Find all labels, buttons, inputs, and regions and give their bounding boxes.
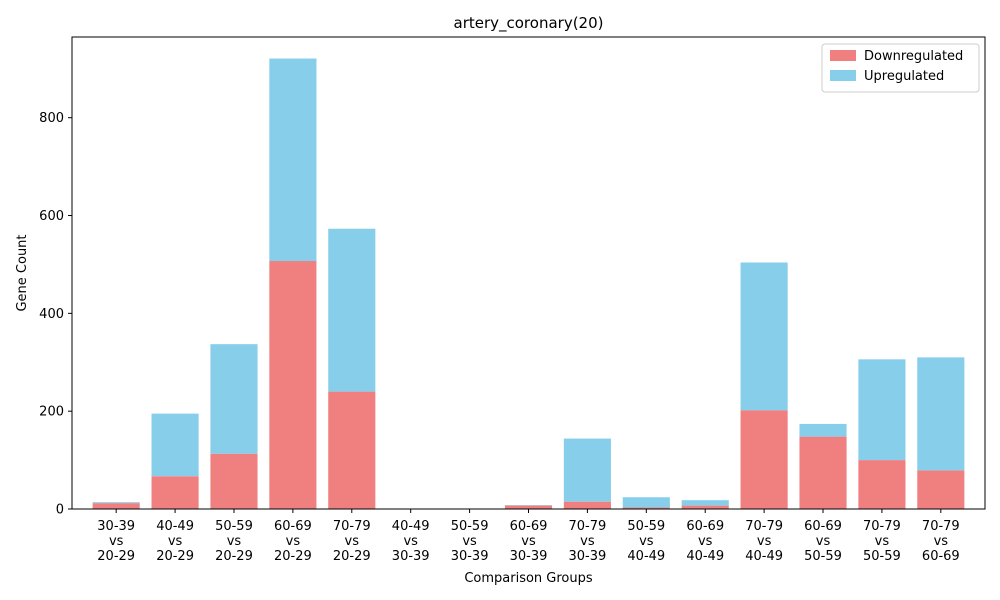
x-tick-label: 50-59 vs 20-29 bbox=[215, 519, 253, 564]
legend-swatch-up bbox=[830, 70, 856, 81]
x-tick-label: 70-79 vs 60-69 bbox=[922, 519, 960, 564]
x-tick-label: 70-79 vs 50-59 bbox=[863, 519, 901, 564]
bar-down-7 bbox=[504, 505, 553, 509]
x-tick-label: 60-69 vs 40-49 bbox=[686, 519, 724, 564]
legend-box bbox=[821, 43, 980, 93]
bar-down-2 bbox=[210, 453, 258, 509]
bar-down-1 bbox=[151, 476, 199, 509]
x-tick-label: 70-79 vs 20-29 bbox=[333, 519, 371, 564]
y-axis-label: Gene Count bbox=[15, 234, 30, 311]
bar-up-0 bbox=[92, 502, 140, 504]
bar-down-8 bbox=[563, 501, 611, 509]
bar-up-3 bbox=[269, 58, 317, 262]
y-tick-label: 600 bbox=[39, 209, 64, 224]
bar-down-4 bbox=[328, 391, 376, 509]
x-axis-ticks: 30-39 vs 20-29 40-49 vs 20-29 50-59 vs 20-29 60-6… bbox=[97, 509, 960, 564]
x-tick-label: 70-79 vs 40-49 bbox=[745, 519, 783, 564]
bars-group bbox=[92, 58, 965, 509]
bar-up-14 bbox=[917, 357, 965, 471]
bar-down-13 bbox=[858, 460, 906, 509]
bar-up-12 bbox=[799, 423, 847, 437]
x-tick-label: 60-69 vs 30-39 bbox=[510, 519, 548, 564]
legend-label-up: Upregulated bbox=[864, 69, 944, 84]
bar-down-0 bbox=[92, 503, 140, 509]
legend-swatch-down bbox=[830, 50, 856, 61]
x-tick-label: 50-59 vs 40-49 bbox=[627, 519, 665, 564]
bar-down-10 bbox=[681, 505, 729, 509]
bar-down-14 bbox=[917, 470, 965, 509]
bar-up-8 bbox=[563, 438, 611, 502]
x-axis-label: Comparison Groups bbox=[464, 571, 593, 586]
x-tick-label: 40-49 vs 20-29 bbox=[156, 519, 194, 564]
bar-up-2 bbox=[210, 344, 258, 454]
bar-down-9 bbox=[622, 507, 670, 509]
bar-up-1 bbox=[151, 413, 199, 477]
x-tick-label: 40-49 vs 30-39 bbox=[392, 519, 430, 564]
bar-up-9 bbox=[622, 497, 670, 508]
bar-up-11 bbox=[740, 262, 788, 411]
bar-down-3 bbox=[269, 261, 317, 509]
y-tick-label: 800 bbox=[39, 111, 64, 126]
y-tick-label: 0 bbox=[56, 503, 64, 518]
chart-title: artery_coronary(20) bbox=[454, 14, 604, 33]
bar-down-12 bbox=[799, 436, 847, 509]
x-tick-label: 70-79 vs 30-39 bbox=[569, 519, 607, 564]
bar-up-4 bbox=[328, 228, 376, 392]
x-tick-label: 50-59 vs 30-39 bbox=[451, 519, 489, 564]
legend-label-down: Downregulated bbox=[864, 49, 963, 64]
y-tick-label: 400 bbox=[39, 307, 64, 322]
y-tick-label: 200 bbox=[39, 405, 64, 420]
legend: Downregulated Upregulated bbox=[821, 43, 980, 93]
x-tick-label: 60-69 vs 20-29 bbox=[274, 519, 312, 564]
x-tick-label: 60-69 vs 50-59 bbox=[804, 519, 842, 564]
plot-frame bbox=[71, 36, 986, 510]
bar-up-13 bbox=[858, 359, 906, 461]
bar-up-10 bbox=[681, 500, 729, 506]
y-axis-ticks: 0 200 400 600 800 bbox=[39, 111, 72, 518]
bar-down-11 bbox=[740, 410, 788, 509]
x-tick-label: 30-39 vs 20-29 bbox=[97, 519, 135, 564]
